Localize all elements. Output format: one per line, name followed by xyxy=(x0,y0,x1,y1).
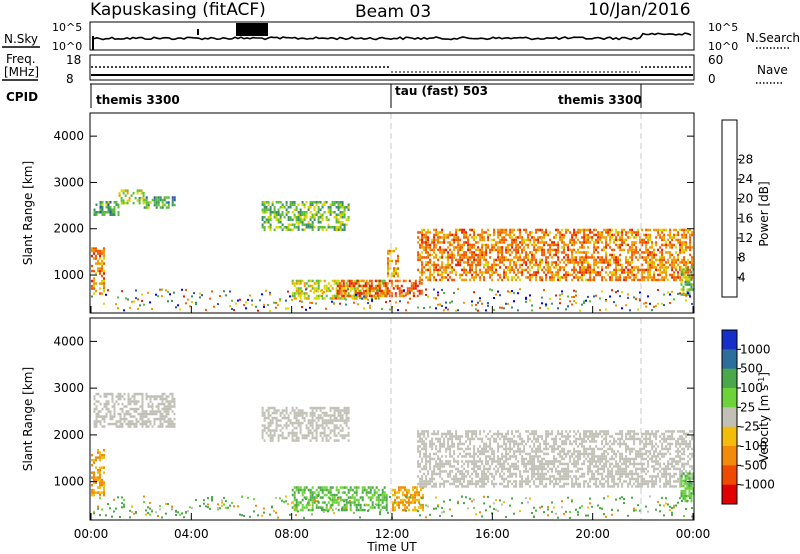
power-cbar-tick-16: 16 xyxy=(738,211,753,225)
nsky-panel: N.Sky 10^5 10^0 10^5 10^0 N.Search xyxy=(2,21,800,53)
power-cbar-tick-4: 4 xyxy=(738,270,746,284)
power-ytick-1000: 1000 xyxy=(53,268,84,282)
velocity-region-2 xyxy=(93,392,176,428)
freq-unit: [MHz] xyxy=(4,65,39,79)
velocity-region-1 xyxy=(91,448,105,497)
velocity-cbar-swatch-2 xyxy=(722,368,737,389)
nsky-trace xyxy=(93,32,692,41)
velocity-ytick-1000: 1000 xyxy=(53,475,84,489)
velocity-ytick-3000: 3000 xyxy=(53,381,84,395)
power-ytick-4000: 4000 xyxy=(53,129,84,143)
velocity-colorbar-label: Velocity [m s-1] xyxy=(757,372,771,462)
station-title: Kapuskasing (fitACF) xyxy=(90,0,266,20)
cpid-row: CPID themis 3300 tau (fast) 503 themis 3… xyxy=(6,83,694,108)
velocity-cbar-tick-1: 500 xyxy=(740,362,763,376)
x-tick-1: 04:00 xyxy=(174,527,209,541)
power-region-3 xyxy=(118,189,145,205)
freq-tick-high: 18 xyxy=(66,53,81,67)
velocity-cbar-tick-2: 100 xyxy=(740,381,763,395)
power-near-range-speckle xyxy=(91,288,693,312)
freq-tick-low: 8 xyxy=(66,72,74,86)
power-cbar-tick-24: 24 xyxy=(738,172,753,186)
velocity-cbar-tick-5: -100 xyxy=(740,439,767,453)
nave-tick-low: 0 xyxy=(708,72,716,86)
x-axis-label: Time UT xyxy=(366,540,417,554)
cpid-segment-3: themis 3300 xyxy=(558,93,642,107)
power-region-5 xyxy=(261,201,350,231)
cpid-label: CPID xyxy=(6,90,38,104)
date-title: 10/Jan/2016 xyxy=(588,0,691,20)
nsky-label: N.Sky xyxy=(4,32,38,46)
nsky-spike xyxy=(236,23,268,36)
nsky-tick-high-right: 10^5 xyxy=(708,21,738,34)
power-cbar-tick-8: 8 xyxy=(738,251,746,265)
cpid-segment-2: tau (fast) 503 xyxy=(395,84,488,98)
nsky-tick-low: 10^0 xyxy=(52,40,82,53)
freq-panel: Freq. [MHz] 18 8 60 0 Nave xyxy=(2,52,788,86)
velocity-cbar-tick-4: -25 xyxy=(740,420,760,434)
velocity-colorbar: 1000 500 100 25 -25 -100 -500 -1000 Velocity [m… xyxy=(721,329,775,505)
power-ytick-2000: 2000 xyxy=(53,222,84,236)
power-region-8 xyxy=(387,247,399,278)
nsky-tick-high: 10^5 xyxy=(52,21,82,34)
velocity-data xyxy=(91,392,695,519)
nave-label: Nave xyxy=(757,63,788,77)
power-region-9 xyxy=(417,228,694,282)
x-tick-2: 08:00 xyxy=(274,527,309,541)
power-data xyxy=(91,189,695,312)
power-region-2 xyxy=(93,201,120,216)
velocity-cbar-swatch-7 xyxy=(722,465,737,486)
power-region-4 xyxy=(143,196,176,209)
velocity-cbar-tick-6: -500 xyxy=(740,458,767,472)
x-tick-6: 00:00 xyxy=(676,527,711,541)
cpid-segment-1: themis 3300 xyxy=(96,93,180,107)
velocity-ytick-2000: 2000 xyxy=(53,428,84,442)
power-region-7 xyxy=(336,279,423,298)
power-cbar-tick-12: 12 xyxy=(738,231,753,245)
velocity-cbar-swatch-6 xyxy=(722,446,737,466)
velocity-cbar-tick-3: 25 xyxy=(740,400,755,414)
x-tick-3: 12:00 xyxy=(375,527,410,541)
velocity-cbar-swatch-5 xyxy=(722,426,737,447)
x-tick-0: 00:00 xyxy=(74,527,109,541)
power-ylabel: Slant Range [km] xyxy=(21,161,35,265)
velocity-cbar-swatch-0 xyxy=(722,330,737,350)
beam-title: Beam 03 xyxy=(355,2,431,22)
velocity-region-6 xyxy=(417,430,694,488)
power-cbar-tick-28: 28 xyxy=(738,152,753,166)
velocity-cbar-tick-7: -1000 xyxy=(740,478,775,492)
x-axis: 00:00 04:00 08:00 12:00 16:00 20:00 00:00 xyxy=(74,306,711,541)
velocity-cbar-swatch-3 xyxy=(722,388,737,408)
power-colorbar: 4 8 12 16 20 24 28 Power [dB] xyxy=(721,119,771,298)
velocity-cbar-swatch-4 xyxy=(722,407,737,428)
x-tick-5: 20:00 xyxy=(575,527,610,541)
power-colorbar-label: Power [dB] xyxy=(757,181,771,246)
nave-tick-high: 60 xyxy=(708,53,723,67)
velocity-cbar-tick-0: 1000 xyxy=(740,342,771,356)
nsky-tick-low-right: 10^0 xyxy=(708,40,738,53)
nsearch-label: N.Search xyxy=(746,31,800,45)
power-panel: 1000 2000 3000 4000 Slant Range [km] xyxy=(21,112,695,314)
velocity-region-5 xyxy=(392,486,424,512)
velocity-region-4 xyxy=(291,486,388,512)
velocity-panel: 1000 2000 3000 4000 Slant Range [km] xyxy=(21,317,695,521)
power-region-1 xyxy=(91,247,105,295)
freq-label: Freq. xyxy=(6,52,36,66)
velocity-cbar-swatch-1 xyxy=(722,349,737,370)
velocity-cbar-swatch-8 xyxy=(722,484,737,505)
velocity-near-range-speckle xyxy=(93,495,693,519)
velocity-ytick-4000: 4000 xyxy=(53,334,84,348)
x-tick-4: 16:00 xyxy=(475,527,510,541)
velocity-region-3 xyxy=(261,406,350,442)
velocity-ylabel: Slant Range [km] xyxy=(21,367,35,471)
power-ytick-3000: 3000 xyxy=(53,175,84,189)
power-cbar-tick-20: 20 xyxy=(738,192,753,206)
